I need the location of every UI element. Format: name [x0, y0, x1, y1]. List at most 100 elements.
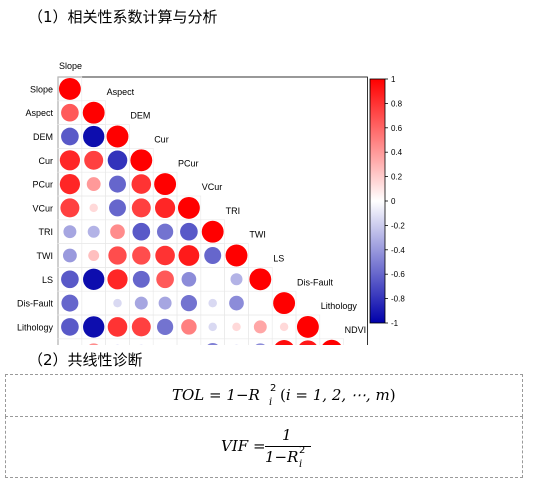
- row-label-vcur: VCur: [32, 203, 53, 213]
- tol-sup: 2: [270, 383, 277, 394]
- correlation-dot-twi-vcur: [178, 245, 200, 266]
- correlation-dot-lithology-dis-fault: [279, 322, 289, 332]
- correlation-dot-twi-cur: [132, 246, 151, 265]
- correlation-dot-vcur-vcur: [177, 196, 200, 219]
- correlation-dot-aspect-slope: [61, 103, 79, 122]
- section-1-heading: （1）相关性系数计算与分析: [28, 8, 218, 26]
- section-2-heading: （2）共线性诊断: [28, 351, 143, 369]
- colorbar-tick-label: 0.4: [391, 148, 403, 157]
- correlation-dot-twi-twi: [225, 244, 248, 267]
- colorbar-tick-label: 0.6: [391, 124, 403, 133]
- grid-cell: [200, 338, 225, 345]
- colorbar-tick-label: 0.2: [391, 173, 403, 182]
- correlation-dot-pcur-slope: [59, 174, 80, 195]
- colorbar-tick-label: 1: [391, 75, 396, 84]
- correlation-dot-tri-dem: [110, 224, 125, 240]
- row-label-slope: Slope: [30, 84, 53, 94]
- correlation-dot-tri-tri: [201, 220, 224, 243]
- correlation-dot-lithology-ls: [253, 320, 267, 334]
- row-label-aspect: Aspect: [25, 108, 53, 118]
- correlation-dot-pcur-pcur: [154, 173, 177, 196]
- diagonal-label-cur: Cur: [154, 135, 169, 145]
- row-label-twi: TWI: [37, 251, 54, 261]
- correlation-dot-vcur-cur: [131, 198, 151, 218]
- tol-equals: =: [209, 386, 222, 404]
- diagonal-label-tri: TRI: [226, 206, 241, 216]
- correlation-dot-tri-cur: [132, 222, 151, 241]
- correlation-dot-lithology-twi: [232, 322, 241, 332]
- tol-paren-open: (: [280, 386, 286, 404]
- correlation-dot-dis-fault-dem: [113, 298, 122, 308]
- correlation-dot-ls-aspect: [83, 268, 105, 290]
- vif-numerator: 1: [282, 426, 292, 444]
- correlation-dot-ls-cur: [132, 270, 150, 288]
- row-label-tri: TRI: [39, 227, 54, 237]
- correlation-dot-tri-pcur: [156, 223, 174, 240]
- correlation-dot-cur-slope: [59, 150, 80, 171]
- correlation-dot-tri-aspect: [87, 225, 100, 238]
- correlation-dot-dis-fault-twi: [229, 295, 244, 311]
- correlation-matrix-chart: Slope Aspect DEM Cur PCur VCur TRI TWI LS Dis-Fau…: [17, 61, 405, 345]
- vif-sub: i: [299, 459, 303, 470]
- grid-cell: [57, 338, 83, 345]
- row-label-dem: DEM: [33, 132, 53, 142]
- correlation-dot-dem-aspect: [83, 125, 105, 148]
- diagonal-label-dem: DEM: [130, 111, 150, 121]
- correlation-dot-lithology-slope: [61, 318, 79, 336]
- correlation-dot-pcur-cur: [131, 174, 152, 194]
- correlation-dot-ls-slope: [61, 270, 79, 289]
- vif-sup: 2: [299, 445, 306, 456]
- correlation-dot-dis-fault-pcur: [158, 296, 172, 310]
- grid-cell: [176, 338, 202, 345]
- correlation-dot-lithology-tri: [208, 322, 217, 332]
- tol-r: R: [248, 386, 260, 404]
- correlation-dot-ls-pcur: [156, 270, 174, 289]
- diagonal-label-pcur: PCur: [178, 158, 199, 168]
- correlation-dot-slope-slope: [58, 77, 81, 100]
- colorbar-tick-label: 0: [391, 197, 396, 206]
- correlation-dot-lithology-pcur: [156, 318, 174, 336]
- correlation-dot-lithology-cur: [131, 317, 151, 337]
- correlation-dot-ls-ls: [249, 268, 272, 291]
- tol-symbol: TOL: [172, 386, 205, 404]
- correlation-dot-tri-slope: [63, 225, 77, 239]
- row-label-pcur: PCur: [32, 180, 53, 190]
- correlation-dot-ndvi-ndvi: [322, 339, 342, 345]
- correlation-dot-vcur-slope: [60, 198, 80, 218]
- correlation-dot-lithology-dem: [107, 317, 128, 337]
- correlation-dot-dis-fault-tri: [208, 298, 217, 308]
- vif-equals: =: [252, 437, 266, 455]
- colorbar-tick-label: -0.6: [391, 270, 405, 279]
- correlation-dot-ndvi-tri: [207, 342, 218, 345]
- correlation-dot-tri-vcur: [180, 222, 198, 241]
- row-label-cur: Cur: [38, 156, 53, 166]
- correlation-dot-ls-vcur: [181, 271, 197, 287]
- correlation-dot-twi-dem: [108, 246, 127, 265]
- vif-den-one: 1: [265, 448, 275, 466]
- correlation-dot-ls-dem: [107, 269, 128, 290]
- correlation-dot-dis-fault-cur: [134, 296, 148, 310]
- row-label-dis-fault: Dis-Fault: [17, 299, 54, 309]
- diagonal-label-vcur: VCur: [202, 182, 223, 192]
- vif-den-r: R: [287, 448, 299, 466]
- correlation-dot-twi-pcur: [155, 245, 175, 266]
- correlation-dot-dis-fault-vcur: [180, 294, 198, 312]
- grid-cell: [224, 338, 249, 345]
- vif-den-minus: −: [274, 448, 288, 466]
- correlation-dot-twi-tri: [204, 247, 222, 264]
- tol-index-range: i = 1, 2, ⋯, m: [285, 386, 390, 404]
- colorbar-tick-label: -0.2: [391, 221, 405, 230]
- row-label-lithology: Lithology: [17, 322, 54, 332]
- tol-minus: −: [235, 386, 249, 404]
- diagonal-label-aspect: Aspect: [107, 87, 135, 97]
- grid-cell: [152, 338, 178, 345]
- correlation-dot-ndvi-aspect: [89, 343, 99, 345]
- colorbar-tick-label: -0.8: [391, 295, 405, 304]
- colorbar: [369, 78, 386, 324]
- row-label-ls: LS: [42, 275, 53, 285]
- correlation-dot-vcur-aspect: [89, 203, 98, 213]
- colorbar-tick-label: -0.4: [391, 246, 405, 255]
- correlation-dot-ndvi-dis-fault: [275, 340, 294, 345]
- grid-cell: [81, 338, 106, 345]
- correlation-dot-ls-twi: [230, 273, 243, 286]
